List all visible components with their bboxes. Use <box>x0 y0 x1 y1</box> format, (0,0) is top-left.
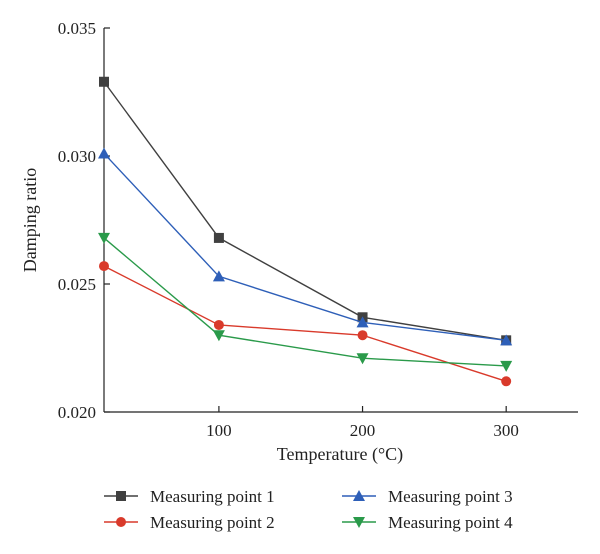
x-axis-label: Temperature (°C) <box>277 444 403 465</box>
legend-marker <box>116 491 126 501</box>
axes: 0.020 0.025 0.030 0.035 100 200 300 <box>58 19 578 440</box>
data-point <box>356 353 369 365</box>
data-point <box>501 376 512 387</box>
y-axis-label: Damping ratio <box>20 168 40 272</box>
legend-item: Measuring point 3 <box>342 487 513 506</box>
data-point <box>212 270 225 282</box>
series-4 <box>98 232 513 372</box>
y-tick-label: 0.035 <box>58 19 96 38</box>
series-3 <box>98 147 513 346</box>
y-ticks: 0.020 0.025 0.030 0.035 <box>58 19 110 422</box>
legend-item: Measuring point 2 <box>104 513 275 532</box>
legend-label: Measuring point 1 <box>150 487 275 506</box>
legend-item: Measuring point 1 <box>104 487 275 506</box>
legend-label: Measuring point 2 <box>150 513 275 532</box>
data-point <box>500 360 513 372</box>
data-point <box>357 330 368 341</box>
legend-label: Measuring point 3 <box>388 487 513 506</box>
data-point <box>356 316 369 328</box>
x-ticks: 100 200 300 <box>206 406 519 440</box>
series-line <box>103 265 507 382</box>
x-tick-label: 200 <box>350 421 376 440</box>
data-point <box>213 319 224 330</box>
data-point <box>99 261 109 272</box>
legend-marker <box>353 490 365 501</box>
series-line <box>103 152 507 342</box>
data-point <box>212 330 225 342</box>
series-1 <box>99 76 512 346</box>
data-point <box>500 334 513 346</box>
data-point <box>213 232 224 243</box>
legend-marker <box>353 517 365 528</box>
series-layer <box>98 76 513 387</box>
legend-label: Measuring point 4 <box>388 513 513 532</box>
series-line <box>103 81 507 342</box>
legend: Measuring point 1 Measuring point 2 Measur… <box>104 487 513 532</box>
y-tick-label: 0.020 <box>58 403 96 422</box>
y-tick-label: 0.025 <box>58 275 96 294</box>
y-tick-label: 0.030 <box>58 147 96 166</box>
x-tick-label: 300 <box>493 421 519 440</box>
legend-marker <box>116 517 126 527</box>
data-point <box>99 76 109 87</box>
legend-item: Measuring point 4 <box>342 513 513 532</box>
series-line <box>103 237 507 367</box>
series-2 <box>99 261 512 387</box>
data-point <box>98 232 110 244</box>
data-point <box>98 147 110 159</box>
x-tick-label: 100 <box>206 421 232 440</box>
